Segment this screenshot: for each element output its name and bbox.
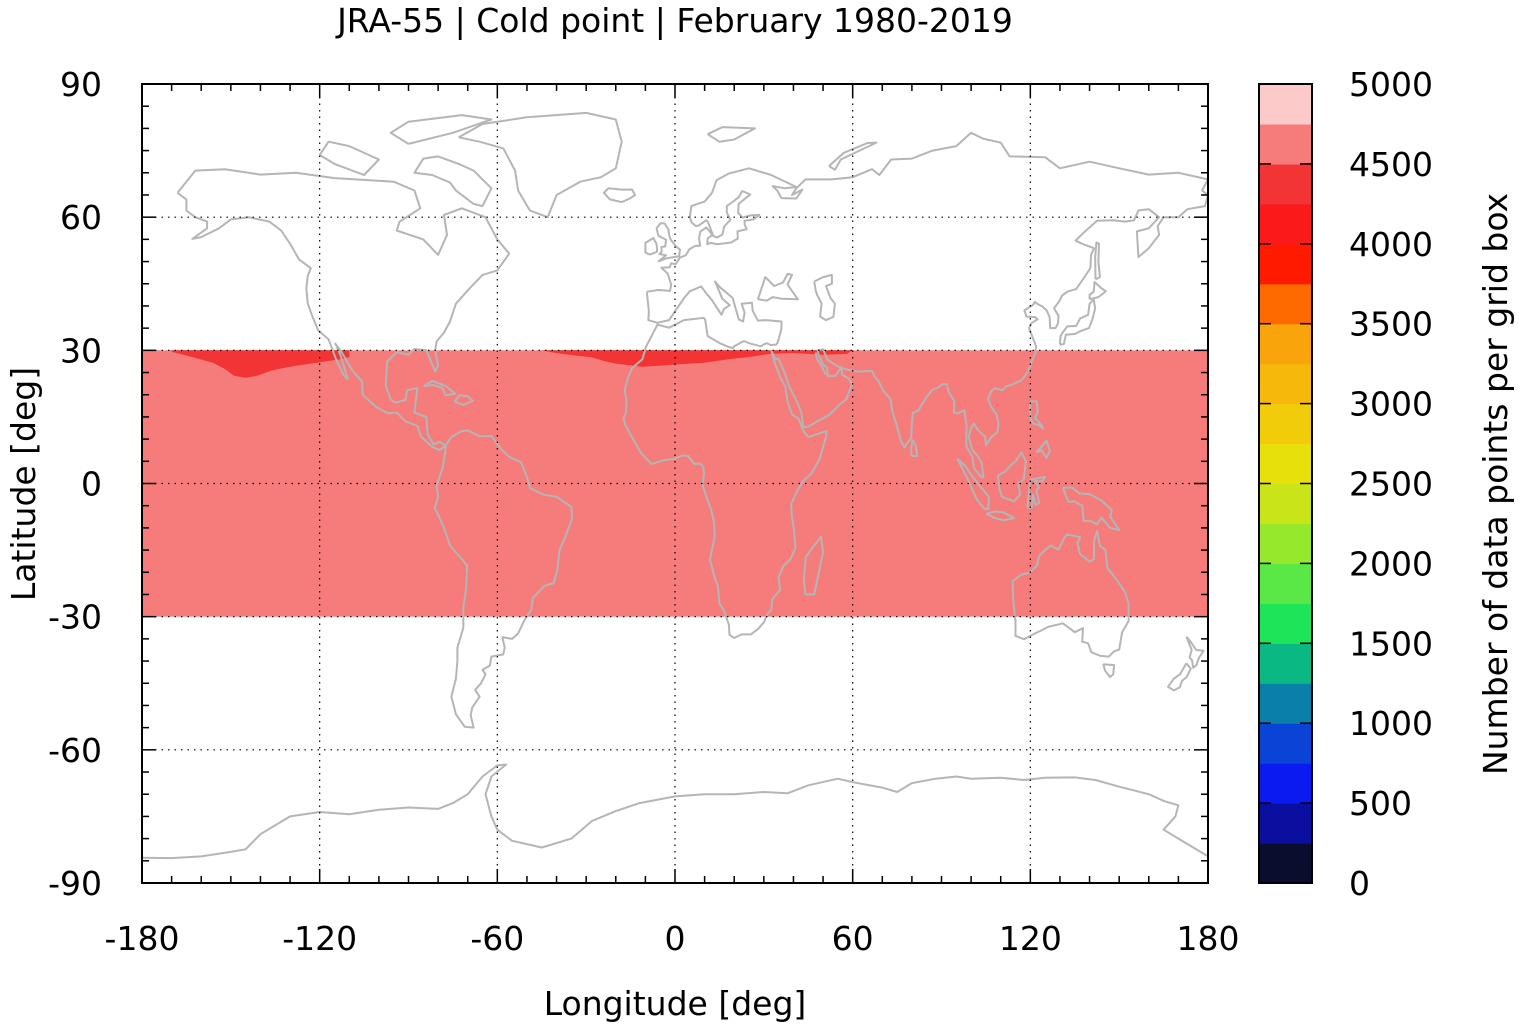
grid-lines: [142, 84, 1208, 883]
region-north-east-pacific: [171, 350, 350, 378]
colorbar-tick-label: 5000: [1349, 65, 1433, 104]
x-tick-label: 180: [1177, 919, 1240, 958]
y-tick-label: 30: [60, 331, 102, 370]
y-tick-label: -90: [48, 864, 102, 903]
x-tick-label: -60: [470, 919, 524, 958]
antarctica-coast: [141, 763, 1209, 860]
colorbar-segment: [1259, 203, 1312, 245]
colorbar-segment: [1259, 483, 1312, 525]
sulawesi-coast: [1026, 475, 1047, 509]
colorbar-segment: [1259, 843, 1312, 884]
canadian-archipelago-coast: [318, 140, 380, 176]
new-guinea-coast: [1061, 486, 1121, 532]
philippines-coast: [1029, 400, 1045, 430]
colorbar-tick-label: 1500: [1349, 624, 1433, 663]
colorbar-segment: [1259, 283, 1312, 325]
caspian-sea-coast: [813, 273, 836, 322]
colorbar-segment: [1259, 84, 1312, 125]
madagascar-coast: [802, 535, 825, 596]
y-tick-label: 0: [81, 465, 102, 504]
tasmania-coast: [1102, 663, 1116, 678]
svalbard-coast: [707, 126, 756, 143]
x-tick-label: -120: [282, 919, 357, 958]
colorbar-segment: [1259, 683, 1312, 724]
south-america-coast: [433, 429, 573, 729]
y-tick-label: -60: [48, 731, 102, 770]
colorbar-segment: [1259, 603, 1312, 644]
arabia-south-gulf-coast: [814, 352, 827, 376]
x-axis-label: Longitude [deg]: [544, 984, 807, 1023]
japan-coast: [1058, 298, 1097, 346]
y-tick-label: 90: [60, 65, 102, 104]
iceland-coast: [602, 187, 636, 204]
baffin-island-coast: [413, 155, 493, 208]
new-zealand-north-coast: [1185, 635, 1205, 669]
black-sea-coast: [756, 273, 799, 302]
colorbar-tick-label: 4500: [1349, 145, 1433, 184]
hispaniola-coast: [453, 394, 474, 406]
colorbar-segment: [1259, 763, 1312, 804]
y-tick-label: 60: [60, 198, 102, 237]
colorbar-tick-label: 4000: [1349, 225, 1433, 264]
colorbar-segment: [1259, 523, 1312, 564]
java-coast: [986, 510, 1015, 522]
greenland-coast: [458, 111, 623, 219]
north-america-coast: [176, 168, 511, 452]
new-zealand-south-coast: [1167, 662, 1192, 692]
colorbar-segment: [1259, 163, 1312, 205]
chart-title: JRA-55 | Cold point | February 1980-2019: [335, 1, 1013, 40]
coastlines: [141, 111, 1209, 860]
mindanao-coast: [1035, 439, 1051, 459]
colorbar-tick-label: 1000: [1349, 704, 1433, 743]
y-axis-label: Latitude [deg]: [4, 367, 43, 601]
colorbar-segment: [1259, 243, 1312, 285]
colorbar: 0 500 1000 1500 2000 2500 3000 3500 4000 4500 5000: [1258, 65, 1433, 903]
colorbar-tick-label: 500: [1349, 784, 1412, 823]
australia-coast: [1011, 530, 1130, 658]
sakhalin-coast: [1094, 241, 1101, 281]
x-tick-label: 0: [665, 919, 686, 958]
ellesmere-coast: [389, 114, 493, 145]
colorbar-segment: [1259, 363, 1312, 405]
great-britain-coast: [655, 222, 681, 263]
colorbar-segment: [1259, 643, 1312, 684]
x-tick-label: -180: [105, 919, 180, 958]
colorbar-tick-label: 2500: [1349, 465, 1433, 504]
colorbar-label: Number of data points per grid box: [1476, 193, 1515, 775]
colorbar-segment: [1259, 323, 1312, 365]
x-tick-label: 60: [832, 919, 874, 958]
eurasia-coast: [622, 131, 1209, 639]
colorbar-segment: [1259, 403, 1312, 445]
colorbar-segment: [1259, 803, 1312, 844]
colorbar-tick-label: 3000: [1349, 385, 1433, 424]
colorbar-segment: [1259, 723, 1312, 764]
x-tick-label: 120: [999, 919, 1062, 958]
colorbar-tick-label: 0: [1349, 864, 1370, 903]
hokkaido-coast: [1088, 281, 1107, 301]
y-tick-label: -30: [48, 598, 102, 637]
sri-lanka-coast: [910, 439, 919, 457]
novaya-zemlya-coast: [828, 141, 878, 171]
colorbar-segment: [1259, 443, 1312, 485]
axes: -180 -120 -60 0 60 120 180 90 60 30 0 -30 -60 -90: [48, 65, 1239, 958]
borneo-coast: [996, 451, 1027, 503]
colorbar-tick-label: 3500: [1349, 305, 1433, 344]
colorbar-tick-label: 2000: [1349, 544, 1433, 583]
colorbar-segment: [1259, 563, 1312, 604]
sumatra-coast: [956, 457, 990, 511]
colorbar-segment: [1259, 123, 1312, 165]
cuba-coast: [423, 380, 457, 397]
ireland-coast: [644, 237, 659, 256]
region-north-atlantic-sahara: [541, 350, 853, 367]
